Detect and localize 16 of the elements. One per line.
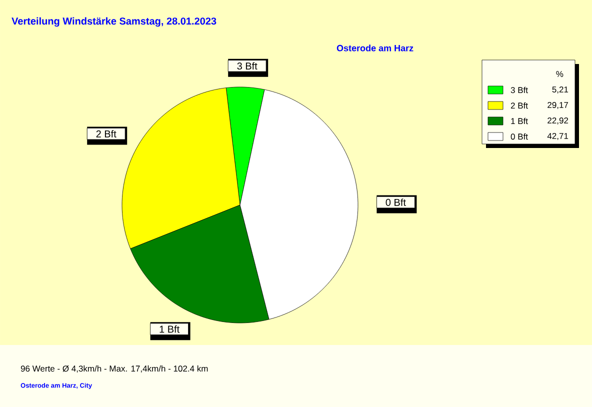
data-label: 42,71 bbox=[547, 132, 568, 140]
slice-label: 0 Bft bbox=[386, 198, 406, 206]
legend-label: 2 Bft bbox=[510, 102, 528, 109]
text: 96 Werte - Ø 4,3km/h - Max. 17,4km/h - 102.4 km bbox=[20, 365, 208, 373]
slice-label: 3 Bft bbox=[237, 62, 258, 70]
chart-subtitle: Osterode am Harz bbox=[336, 44, 414, 52]
legend-label: 0 Bft bbox=[510, 133, 528, 140]
data-label: 29,17 bbox=[548, 102, 568, 109]
legend-label: 1 Bft bbox=[511, 118, 528, 124]
slice-label: 2 Bft bbox=[96, 130, 116, 138]
data-label: 22,92 bbox=[548, 117, 568, 124]
slice-label: 1 Bft bbox=[160, 325, 180, 333]
chart-title: Verteilung Windstärke Samstag, 28.01.2023 bbox=[12, 17, 216, 27]
data-label: 5,21 bbox=[552, 86, 568, 94]
legend-title: % bbox=[556, 71, 564, 77]
legend-label: 3 Bft bbox=[510, 86, 528, 94]
